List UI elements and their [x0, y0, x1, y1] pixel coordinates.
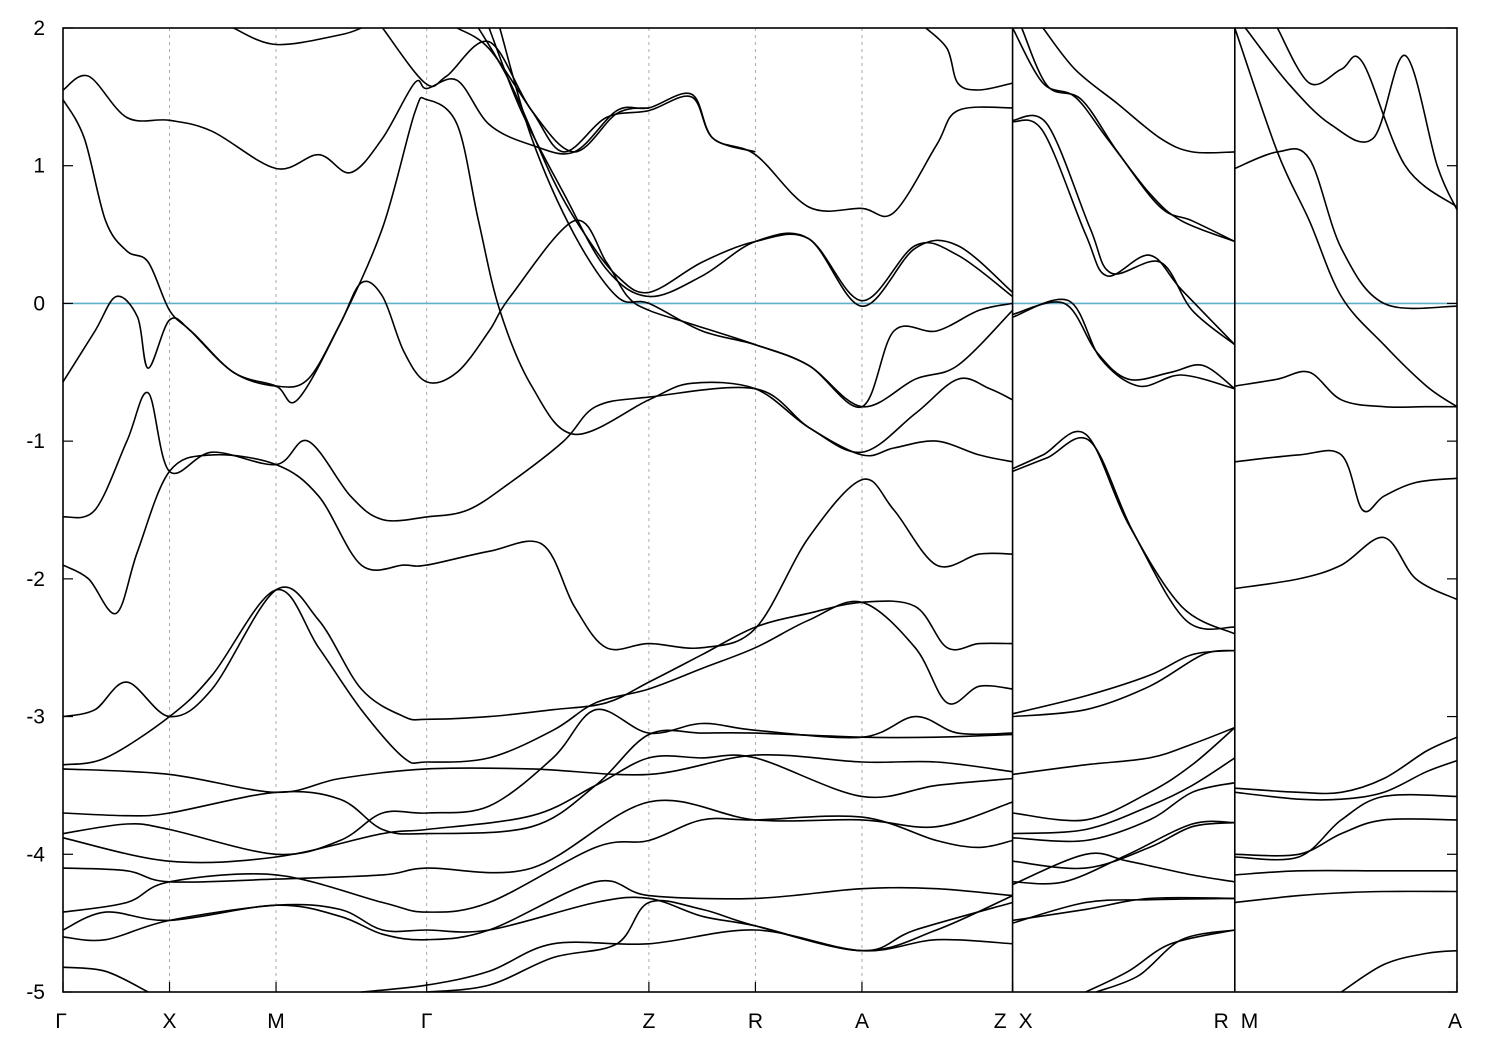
kpoint-label: M — [1241, 1010, 1259, 1033]
plot-frame — [62, 27, 1458, 993]
band-line-50 — [1276, 27, 1458, 208]
band-line-42 — [1012, 852, 1235, 886]
band-line-13 — [62, 879, 1013, 941]
band-line-56 — [1234, 818, 1458, 857]
band-line-52 — [1234, 449, 1458, 513]
kpoint-label: R — [748, 1010, 763, 1033]
kpoint-label: Z — [642, 1010, 655, 1033]
kpoint-label: M — [267, 1010, 285, 1033]
band-line-21 — [499, 27, 1014, 408]
y-axis-ticks: 2 1 0 -1 -2 -3 -4 -5 — [26, 17, 1457, 1004]
y-tick-label: 1 — [33, 155, 45, 178]
band-line-23 — [381, 27, 650, 153]
y-tick-label: -1 — [26, 430, 45, 453]
band-line-35 — [1012, 649, 1235, 718]
band-line-41 — [1012, 820, 1235, 885]
kpoint-label: Γ — [55, 1010, 67, 1033]
band-line-22 — [233, 27, 362, 46]
kpoint-label: X — [163, 1010, 177, 1033]
band-line-12 — [62, 815, 1013, 913]
band-line-29 — [1042, 27, 1235, 154]
y-tick-label: -3 — [26, 706, 45, 729]
band-line-43 — [1012, 896, 1235, 922]
band-line-25 — [1012, 119, 1236, 346]
band-line-3 — [62, 386, 1013, 522]
band-lines — [62, 27, 1458, 993]
band-line-7 — [62, 753, 1013, 794]
band-line-37 — [1012, 726, 1236, 822]
band-line-33 — [1012, 437, 1235, 630]
band-line-60 — [1340, 949, 1458, 993]
band-line-19 — [477, 27, 1014, 302]
band-line-11 — [62, 799, 1013, 883]
band-line-47 — [1234, 147, 1458, 310]
band-line-28 — [1020, 27, 1236, 243]
kpoint-label: R — [1214, 1010, 1229, 1033]
kpoint-label: Z — [994, 1010, 1007, 1033]
band-line-39 — [1012, 781, 1235, 843]
band-line-45 — [1085, 929, 1235, 993]
band-line-27 — [1011, 27, 1236, 243]
kpoint-label: X — [1019, 1010, 1033, 1033]
y-tick-label: -2 — [26, 568, 45, 591]
band-line-16 — [361, 929, 1013, 993]
band-line-30 — [1012, 301, 1236, 390]
kpoint-label: A — [1448, 1010, 1462, 1033]
kpoint-gridlines — [169, 28, 863, 992]
band-line-14 — [62, 894, 1013, 952]
kpoint-label: Γ — [421, 1010, 433, 1033]
band-line-44 — [1012, 897, 1235, 924]
band-line-51 — [1234, 370, 1457, 409]
band-line-53 — [1234, 536, 1458, 601]
band-line-20 — [488, 27, 1014, 308]
y-tick-label: -5 — [26, 981, 45, 1004]
band-line-57 — [1234, 793, 1458, 861]
band-line-54 — [1234, 736, 1458, 795]
band-line-59 — [1234, 890, 1458, 904]
plot-border — [62, 27, 1458, 993]
band-line-6 — [62, 589, 1013, 766]
band-line-4 — [62, 453, 1013, 651]
y-tick-label: -4 — [26, 843, 45, 866]
band-line-10 — [62, 754, 1013, 864]
band-line-31 — [1012, 298, 1236, 390]
band-line-46 — [1096, 929, 1235, 993]
y-tick-label: 0 — [33, 292, 45, 315]
band-line-48 — [1234, 27, 1458, 408]
kpoint-label: A — [855, 1010, 869, 1033]
band-line-38 — [1012, 757, 1236, 835]
band-line-0 — [62, 74, 1013, 218]
band-line-24 — [925, 27, 1013, 91]
band-line-40 — [1012, 821, 1235, 870]
band-line-5 — [62, 586, 1013, 721]
band-line-8 — [62, 729, 1013, 835]
band-line-55 — [1234, 759, 1458, 801]
band-line-26 — [1012, 114, 1236, 346]
band-line-9 — [62, 708, 1013, 856]
band-line-2 — [62, 96, 1013, 454]
y-tick-label: 2 — [33, 17, 45, 40]
band-line-32 — [1012, 430, 1236, 635]
band-line-17 — [426, 899, 1013, 993]
band-line-36 — [1012, 726, 1236, 776]
band-line-15 — [62, 966, 149, 993]
band-line-49 — [1244, 27, 1458, 211]
band-line-58 — [1234, 869, 1457, 876]
band-line-34 — [1012, 649, 1235, 715]
